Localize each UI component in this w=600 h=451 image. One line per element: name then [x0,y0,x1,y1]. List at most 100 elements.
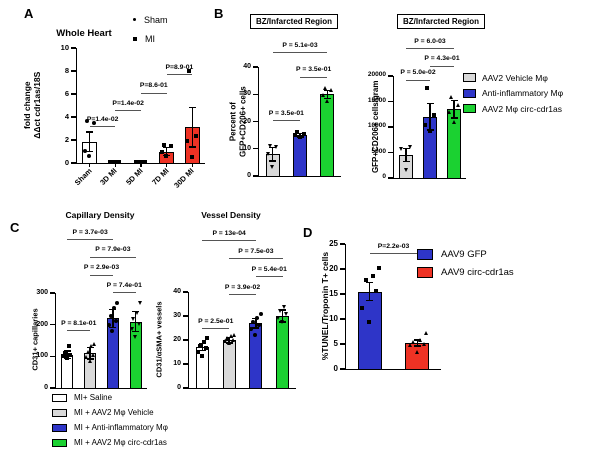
data-point [407,342,412,347]
pvalue-line [112,292,136,294]
data-point [407,145,412,150]
data-point [322,86,327,91]
legend-row: AAV2 Vehicle Mφ [463,70,563,86]
error-bar-cap [323,97,331,100]
x-axis-tick [165,163,168,167]
panel-a-chart-title: Whole Heart [56,28,112,39]
y-axis-tick [388,126,393,128]
pvalue-line [67,330,91,332]
data-point [274,144,279,149]
data-point [87,153,92,158]
legend-marker-square [133,36,137,41]
error-bar-cap [86,131,94,133]
data-point [108,159,113,164]
data-point [112,306,117,311]
y-axis-tick-label: 30 [173,312,181,320]
data-point [258,312,263,317]
legend-row: MI+ Saline [52,390,168,405]
panel-c1-chart-title: Capillary Density [65,210,135,220]
data-point [251,319,256,324]
y-axis-tick [71,139,76,141]
y-axis-tick [71,116,76,118]
bar [276,316,290,388]
error-bar-cap [109,326,117,328]
panel-c2-bar-chart: 0 10 20 30 40 P = 13e-04 P = 7.5e-03 P = 5.4e-0… [173,230,296,391]
y-axis-tick [183,363,188,365]
error-bar-cap [450,117,458,119]
pvalue-label: P = 3.5e-01 [268,109,304,117]
data-point [249,326,254,331]
data-point [159,150,164,155]
data-point [431,112,436,117]
panel-c2-chart-title: Vessel Density [201,210,261,220]
y-axis-tick [71,93,76,95]
error-bar-cap [366,299,374,302]
y-axis-tick [388,100,393,103]
y-axis-tick [71,70,76,72]
data-point [425,85,430,90]
pvalue-label: P=1.4e-02 [112,99,144,107]
y-axis-tick [253,66,258,68]
data-point [270,165,275,170]
legend-swatch [463,88,476,98]
y-axis-tick [253,120,258,123]
pvalue-label: P=2.2e-03 [377,242,410,250]
error-bar [191,107,193,147]
y-axis-tick [50,324,55,326]
data-point [295,130,300,135]
y-axis-tick [71,162,76,164]
error-bar [66,350,69,359]
error-bar [272,147,274,161]
legend-swatch [417,248,433,260]
legend-row: MI + Anti-inflammatory Mφ [52,420,168,435]
data-point [61,353,66,358]
data-point [66,344,71,349]
pvalue-label: P = 3.7e-03 [72,228,108,236]
pvalue-label: P = 2.5e-01 [198,317,234,325]
data-point [363,277,368,282]
pvalue-label: P = 3.9e-02 [224,283,261,291]
legend-label: MI + Anti-inflammatory Mφ [74,423,168,432]
error-bar-cap [413,345,421,347]
pvalue-line [166,74,193,76]
legend-row: AAV9 GFP [417,245,514,263]
y-axis-tick [253,148,258,150]
panel-d-legend: AAV9 GFP AAV9 circ-cdr1as [417,245,514,281]
data-point [136,159,141,164]
data-point [201,339,206,344]
pvalue-line [272,52,328,54]
panel-d-bar-chart: 0 5 10 15 20 25 P=2.2e-03 [329,239,441,372]
data-point [91,120,96,125]
data-point [87,358,92,363]
y-axis-tick-label: 15 [329,288,338,298]
legend-swatch [52,423,67,432]
legend-row: MI + AAV2 Mφ Vehicle [52,405,168,420]
y-axis-tick-label: 20 [173,336,181,344]
pvalue-line [202,328,230,329]
legend-label: AAV9 circ-cdr1as [441,266,514,278]
panel-d-label: D [303,225,313,240]
data-point [414,349,419,354]
error-bar-cap [132,331,140,333]
y-axis-tick-label: 30 [243,90,251,98]
y-axis-tick-label: 10 [173,360,181,368]
data-point [451,120,456,125]
data-point [399,146,404,151]
error-bar-cap [450,99,458,102]
legend-row: Anti-inflammatory Mφ [463,86,563,102]
data-point [449,95,454,100]
pvalue-line [272,120,300,122]
legend-label: AAV9 GFP [441,248,487,260]
y-axis-tick [340,368,345,370]
y-axis-tick-label: 20000 [367,71,386,79]
x-axis-tick [114,163,117,167]
error-bar-cap [402,161,410,163]
y-axis-tick-label: 100 [36,352,48,360]
pvalue-line [430,65,454,67]
legend-swatch [52,438,67,447]
legend-swatch [417,266,433,278]
legend-label: AAV2 Vehicle Mφ [482,72,548,83]
y-axis-tick-label: 15000 [367,96,386,104]
error-bar-cap [188,146,196,148]
pvalue-label: P = 7.4e-01 [106,281,142,289]
